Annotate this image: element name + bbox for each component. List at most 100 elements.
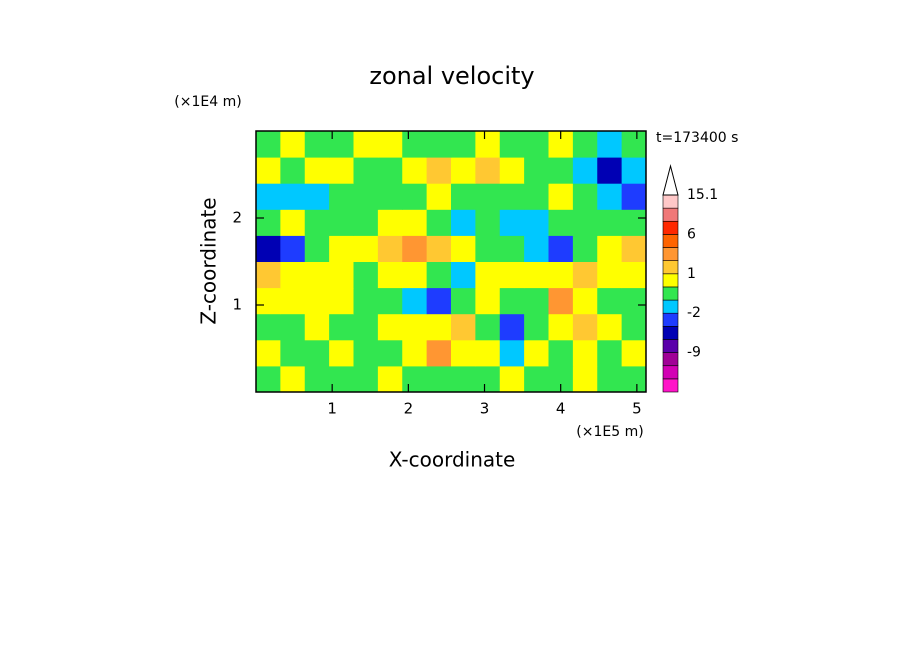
- contour-cell: [329, 339, 354, 367]
- contour-cell: [597, 261, 623, 289]
- contour-cell: [402, 261, 428, 289]
- y-tick-label: 1: [232, 296, 242, 314]
- contour-cell: [402, 339, 428, 367]
- contour-cell: [256, 157, 281, 184]
- contour-cell: [426, 313, 452, 341]
- contour-cell: [475, 339, 501, 367]
- contour-cell: [475, 365, 501, 393]
- contour-cell: [451, 313, 476, 341]
- contour-cell: [548, 183, 574, 210]
- contour-cell: [426, 339, 452, 367]
- contour-cell: [524, 131, 549, 158]
- contour-cell: [548, 339, 574, 367]
- contour-cell: [572, 157, 598, 184]
- contour-cell: [329, 183, 354, 210]
- contour-cell: [304, 157, 330, 184]
- contour-cell: [572, 183, 598, 210]
- contour-cell: [377, 287, 403, 315]
- contour-cell: [402, 287, 428, 315]
- colorbar-label: 1: [687, 266, 696, 282]
- x-tick-label: 1: [327, 400, 337, 418]
- contour-cell: [621, 131, 647, 158]
- contour-cell: [280, 209, 306, 236]
- contour-cell: [621, 313, 647, 341]
- colorbar-box: [662, 194, 679, 209]
- contour-cell: [377, 365, 403, 393]
- y-unit: (×1E4 m): [174, 94, 241, 110]
- contour-cell: [256, 183, 281, 210]
- contour-cell: [256, 131, 281, 158]
- contour-cell: [377, 313, 403, 341]
- contour-cell: [280, 183, 306, 210]
- contour-cell: [475, 157, 501, 184]
- colorbar-box: [662, 365, 679, 380]
- contour-cell: [353, 313, 379, 341]
- contour-cell: [548, 313, 574, 341]
- colorbar-box: [662, 286, 679, 301]
- contour-cell: [621, 157, 647, 184]
- contour-cell: [572, 131, 598, 158]
- contour-cell: [548, 157, 574, 184]
- contour-cell: [451, 339, 476, 367]
- contour-cell: [621, 235, 647, 262]
- contour-cell: [499, 313, 525, 341]
- contour-cell: [524, 287, 549, 315]
- contour-cell: [475, 313, 501, 341]
- colorbar-box: [662, 352, 679, 367]
- contour-cell: [451, 131, 476, 158]
- contour-cell: [597, 365, 623, 393]
- contour-cell: [572, 235, 598, 262]
- contour-cell: [377, 131, 403, 158]
- contour-cell: [329, 287, 354, 315]
- contour-cell: [402, 183, 428, 210]
- contour-cell: [377, 209, 403, 236]
- contour-cell: [280, 157, 306, 184]
- contour-cell: [353, 183, 379, 210]
- contour-cell: [353, 235, 379, 262]
- x-tick-label: 3: [480, 400, 490, 418]
- contour-cell: [499, 339, 525, 367]
- contour-cell: [597, 313, 623, 341]
- contour-cell: [597, 131, 623, 158]
- contour-cell: [280, 261, 306, 289]
- contour-cell: [451, 157, 476, 184]
- x-tick-label: 4: [556, 400, 566, 418]
- contour-cell: [524, 313, 549, 341]
- contour-cell: [499, 209, 525, 236]
- colorbar-box: [662, 299, 679, 314]
- contour-cell: [572, 209, 598, 236]
- contour-cell: [475, 261, 501, 289]
- contour-cell: [451, 183, 476, 210]
- contour-cell: [304, 365, 330, 393]
- contour-cell: [402, 131, 428, 158]
- contour-cell: [377, 339, 403, 367]
- colorbar-label: -2: [687, 305, 701, 321]
- contour-cell: [256, 261, 281, 289]
- contour-cell: [548, 209, 574, 236]
- colorbar-label: 15.1: [687, 187, 718, 203]
- colorbar-box: [662, 378, 679, 393]
- contour-cell: [499, 131, 525, 158]
- colorbar-label: -9: [687, 345, 701, 361]
- contour-cell: [426, 183, 452, 210]
- contour-cell: [304, 313, 330, 341]
- contour-cell: [524, 261, 549, 289]
- contour-cell: [499, 261, 525, 289]
- contour-cell: [426, 287, 452, 315]
- contour-cell: [499, 235, 525, 262]
- contour-cell: [451, 365, 476, 393]
- colorbar-box: [662, 247, 679, 261]
- colorbar-extension: [662, 164, 679, 196]
- plot-frame: [255, 130, 647, 393]
- contour-cell: [524, 157, 549, 184]
- contour-cell: [621, 183, 647, 210]
- contour-cell: [402, 209, 428, 236]
- contour-cell: [621, 339, 647, 367]
- contour-cell: [329, 365, 354, 393]
- contour-cell: [353, 287, 379, 315]
- contour-cell: [475, 235, 501, 262]
- colorbar-box: [662, 207, 679, 222]
- contour-cell: [353, 131, 379, 158]
- contour-cell: [451, 287, 476, 315]
- colorbar-box: [662, 326, 679, 340]
